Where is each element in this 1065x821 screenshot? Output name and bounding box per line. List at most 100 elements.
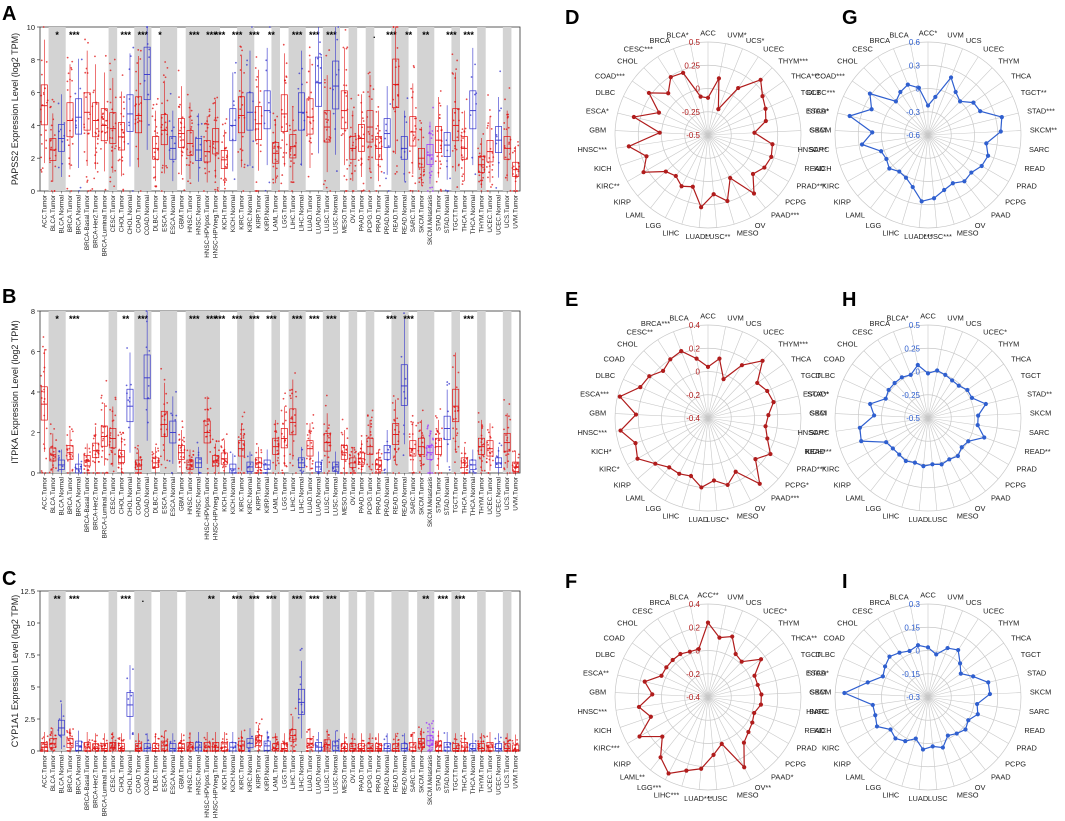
jitter-point	[96, 170, 99, 173]
jitter-point	[367, 424, 370, 427]
jitter-point	[375, 452, 378, 455]
jitter-point	[113, 185, 116, 188]
jitter-point	[483, 736, 486, 739]
jitter-point	[392, 107, 395, 110]
jitter-point	[153, 157, 156, 160]
radar-point	[870, 702, 875, 708]
jitter-point	[413, 66, 416, 69]
jitter-point	[453, 354, 455, 357]
jitter-point	[513, 150, 516, 152]
jitter-point	[307, 70, 310, 73]
x-tick-label: PRAD.Tumor	[376, 477, 383, 514]
jitter-point	[185, 157, 188, 160]
jitter-point	[186, 93, 189, 96]
jitter-point	[328, 734, 330, 736]
jitter-point	[451, 366, 454, 369]
jitter-point	[440, 472, 443, 474]
jitter-point	[169, 92, 172, 95]
radar-category-label: PAAD***	[771, 494, 799, 503]
jitter-point	[417, 138, 420, 141]
jitter-point	[183, 461, 186, 464]
radar-category-label: THCA	[1011, 71, 1031, 80]
jitter-point	[367, 72, 370, 75]
x-tick-label: ESCA.Tumor	[161, 195, 168, 232]
jitter-point	[273, 145, 276, 148]
box	[332, 60, 340, 110]
jitter-point	[84, 447, 87, 449]
jitter-point	[208, 114, 211, 117]
x-tick-label: KIRC.Normal	[247, 755, 254, 792]
significance-label: ***	[69, 314, 80, 324]
group-stripe	[502, 27, 512, 191]
box	[366, 110, 374, 143]
jitter-point	[393, 418, 396, 421]
jitter-point	[371, 472, 374, 474]
box	[486, 140, 494, 163]
jitter-point	[40, 59, 43, 62]
jitter-point	[181, 472, 184, 474]
jitter-point	[436, 464, 439, 467]
jitter-point	[160, 463, 163, 466]
radar-point	[920, 747, 926, 752]
jitter-point	[284, 79, 286, 82]
jitter-point	[92, 91, 95, 94]
jitter-point	[307, 96, 310, 99]
jitter-point	[354, 170, 356, 172]
jitter-point	[68, 157, 71, 160]
radar-point	[886, 387, 891, 393]
radar-point	[753, 457, 758, 462]
radar-ring-label: 0	[696, 368, 701, 377]
jitter-point	[102, 112, 105, 115]
jitter-point	[173, 142, 176, 145]
group-stripe	[391, 591, 409, 751]
radar-point	[711, 192, 716, 197]
jitter-point	[285, 411, 288, 414]
box	[109, 112, 117, 144]
group-stripe	[108, 311, 118, 473]
jitter-point	[293, 129, 296, 132]
jitter-point	[295, 472, 297, 474]
box	[435, 126, 443, 154]
radar-ring-label: 0	[916, 368, 921, 377]
jitter-point	[487, 449, 489, 452]
jitter-point	[276, 175, 279, 177]
x-tick-label: PAAD.Tumor	[358, 755, 365, 791]
radar-point	[956, 383, 961, 388]
radar-category-label: PRAD	[1016, 744, 1037, 753]
jitter-point	[414, 182, 417, 185]
jitter-point	[114, 453, 116, 456]
radar-ring-label: 0.25	[904, 344, 920, 353]
radar-category-label: LUSC**	[705, 232, 731, 241]
radar-point	[758, 657, 764, 662]
jitter-point	[456, 59, 459, 62]
jitter-point	[66, 472, 69, 474]
jitter-point	[44, 472, 47, 474]
radar-point	[667, 465, 672, 470]
jitter-point	[375, 127, 378, 130]
jitter-point	[392, 738, 395, 741]
jitter-point	[83, 132, 86, 135]
x-tick-label: KIRC.Tumor	[238, 755, 245, 790]
jitter-point	[290, 431, 293, 434]
radar-category-label: STAD	[1027, 668, 1046, 677]
jitter-point	[278, 190, 280, 192]
jitter-point	[343, 467, 345, 470]
radar-point	[668, 357, 673, 362]
radar-point	[760, 358, 765, 363]
radar-point	[699, 766, 704, 771]
jitter-point	[209, 407, 212, 410]
y-tick-label: 4	[31, 121, 35, 130]
jitter-point	[181, 746, 184, 749]
jitter-point	[66, 187, 69, 190]
radar-point	[768, 451, 773, 457]
jitter-point	[477, 411, 480, 414]
jitter-point	[70, 164, 73, 167]
jitter-point	[159, 455, 162, 458]
jitter-point	[207, 423, 210, 426]
radar-category-label: CHOL	[837, 57, 858, 66]
jitter-point	[183, 436, 185, 439]
jitter-point	[393, 409, 396, 411]
jitter-point	[182, 734, 185, 737]
jitter-point	[434, 160, 437, 163]
jitter-point	[58, 450, 61, 453]
